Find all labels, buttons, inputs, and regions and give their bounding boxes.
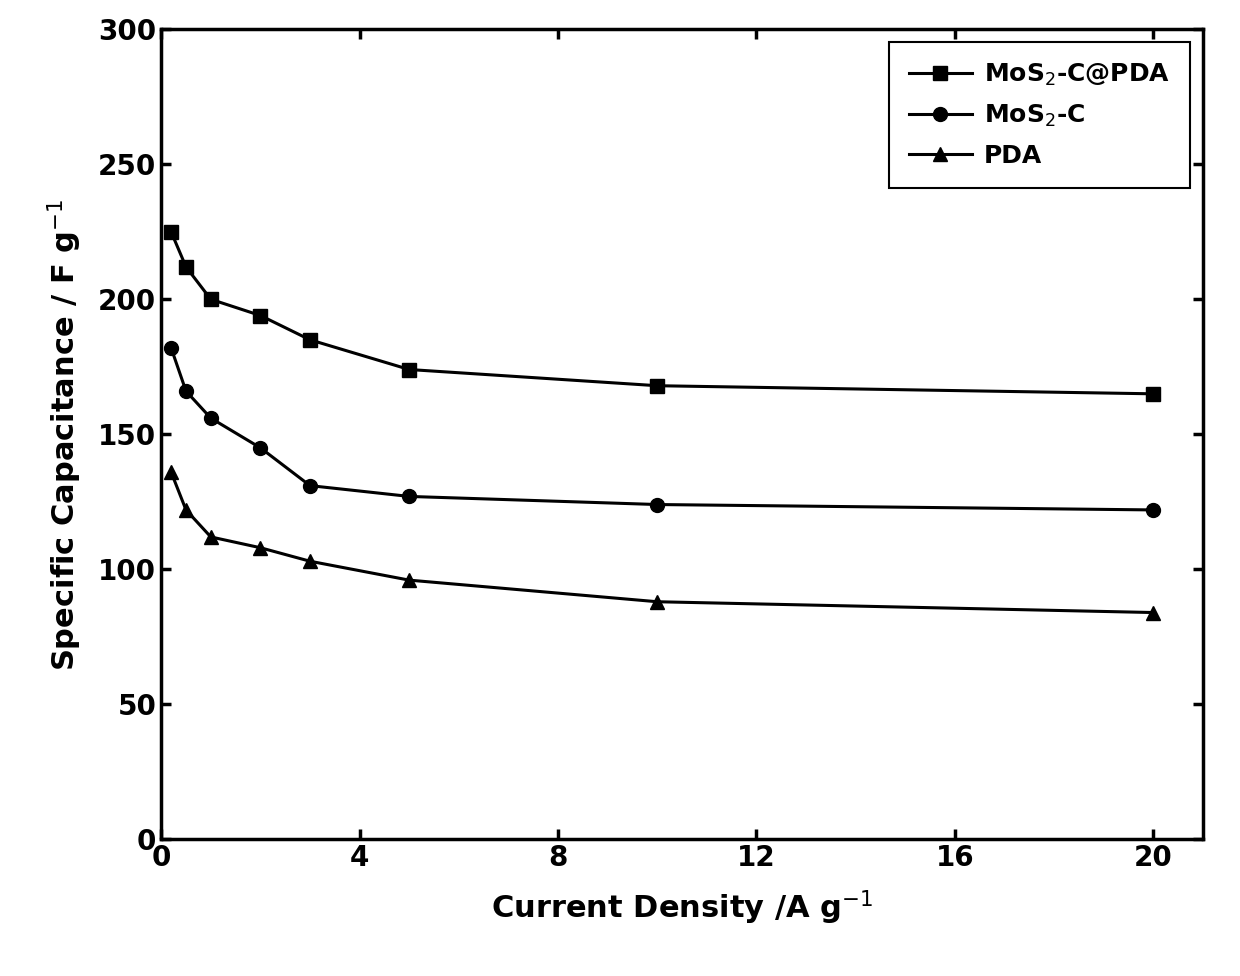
MoS$_2$-C@PDA [303,334,317,346]
MoS$_2$-C@PDA [179,261,193,272]
MoS$_2$-C [303,480,317,492]
MoS$_2$-C@PDA [402,364,417,376]
PDA [402,574,417,586]
MoS$_2$-C [650,499,665,510]
PDA [164,467,179,478]
MoS$_2$-C [1146,504,1161,515]
PDA [179,504,193,515]
Line: MoS$_2$-C@PDA: MoS$_2$-C@PDA [164,224,1161,401]
MoS$_2$-C@PDA [650,380,665,391]
Legend: MoS$_2$-C@PDA, MoS$_2$-C, PDA: MoS$_2$-C@PDA, MoS$_2$-C, PDA [889,42,1190,188]
MoS$_2$-C@PDA [253,309,268,321]
MoS$_2$-C@PDA [1146,387,1161,399]
X-axis label: Current Density /A g$^{-1}$: Current Density /A g$^{-1}$ [491,889,873,927]
MoS$_2$-C [253,442,268,454]
PDA [203,531,218,543]
MoS$_2$-C@PDA [164,225,179,237]
Line: MoS$_2$-C: MoS$_2$-C [164,341,1161,517]
PDA [303,555,317,567]
Y-axis label: Specific Capacitance / F g$^{-1}$: Specific Capacitance / F g$^{-1}$ [46,198,84,671]
MoS$_2$-C [179,386,193,397]
MoS$_2$-C [402,491,417,503]
PDA [1146,607,1161,619]
PDA [650,596,665,608]
MoS$_2$-C [203,412,218,424]
Line: PDA: PDA [164,466,1161,620]
PDA [253,542,268,553]
MoS$_2$-C@PDA [203,294,218,305]
MoS$_2$-C [164,342,179,353]
